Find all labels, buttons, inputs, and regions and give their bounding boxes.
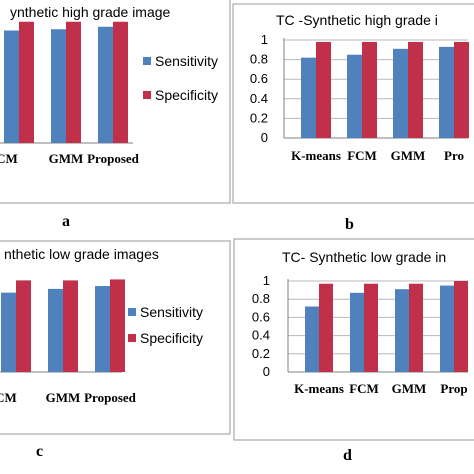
x-category-label: GMM [49, 151, 84, 166]
bar-specificity [66, 21, 81, 143]
panel-b-plot: 0 0.2 0.4 0.6 0.8 1 K-means FCM GMM Pro [250, 32, 469, 163]
panel-d-frame [233, 238, 474, 441]
bar-sensitivity [301, 57, 316, 138]
bar-specificity [19, 21, 34, 143]
bar-sensitivity [395, 289, 409, 372]
x-category-label: FCM [349, 381, 379, 396]
y-tick-label: 0.8 [250, 52, 268, 67]
panel-c-title: nthetic low grade images [4, 246, 159, 262]
x-category-label: Proposed [87, 151, 140, 166]
bar-sensitivity [350, 292, 364, 372]
legend-specificity-label: Specificity [155, 87, 218, 103]
panel-c-frame [0, 240, 231, 435]
legend-sensitivity-swatch [143, 57, 151, 65]
x-category-label: K-means [291, 148, 341, 163]
bar-specificity [364, 283, 378, 372]
bar-specificity [316, 41, 331, 138]
y-tick-label: 1 [261, 32, 268, 47]
y-tick-label: 0.8 [252, 291, 270, 306]
x-category-label: FCM [0, 390, 17, 405]
bar-specificity [319, 283, 333, 372]
bar-specificity [362, 41, 377, 138]
panel-b: TC -Synthetic high grade i 0 0.2 0.4 0.6 0.8… [232, 3, 474, 233]
bar-specificity [408, 41, 423, 138]
panel-a-frame [0, 0, 231, 204]
bar-specificity [454, 281, 468, 372]
x-category-label: GMM [46, 390, 81, 405]
panel-label-b: b [345, 216, 354, 233]
bar-sensitivity [393, 48, 408, 138]
legend-sensitivity-label: Sensitivity [140, 304, 203, 320]
bar-sensitivity [1, 292, 16, 372]
bar-sensitivity [51, 29, 66, 143]
bar-sensitivity [305, 306, 319, 372]
y-tick-label: 0.2 [252, 346, 270, 361]
panel-a-title: ynthetic high grade image [10, 4, 171, 20]
panel-label-a: a [62, 213, 70, 230]
bar-specificity [113, 21, 128, 143]
legend-specificity-label: Specificity [140, 330, 203, 346]
bar-sensitivity [4, 30, 19, 143]
bar-sensitivity [347, 54, 362, 139]
legend-sensitivity-swatch [128, 308, 136, 316]
y-tick-label: 0.6 [252, 309, 270, 324]
legend-specificity-swatch [128, 334, 136, 342]
x-category-label: Prop [440, 381, 467, 396]
bar-sensitivity [439, 46, 454, 138]
bar-sensitivity [48, 288, 63, 372]
panel-label-d: d [343, 447, 352, 464]
x-category-label: FCM [347, 148, 377, 163]
x-category-label: FCM [0, 151, 18, 166]
x-category-label: GMM [391, 148, 426, 163]
y-tick-label: 0.4 [250, 91, 268, 106]
bar-sensitivity [440, 285, 454, 372]
panel-a: ynthetic high grade image FCM GMMProposed… [0, 0, 231, 230]
bar-specificity [409, 283, 423, 372]
bar-sensitivity [95, 286, 110, 372]
y-tick-label: 1 [263, 273, 270, 288]
panel-a-legend: Sensitivity Specificity [143, 53, 218, 103]
panel-b-title: TC -Synthetic high grade i [276, 12, 438, 28]
panel-c: nthetic low grade images FCMGMMProposed … [0, 240, 231, 460]
x-category-label: Pro [444, 148, 464, 163]
y-tick-label: 0.6 [250, 71, 268, 86]
bar-specificity [110, 279, 125, 372]
x-category-label: Proposed [84, 390, 137, 405]
x-category-label: GMM [392, 381, 427, 396]
panel-d-plot: 0 0.2 0.4 0.6 0.8 1 K-means FCM GMM Prop [252, 273, 468, 396]
y-tick-label: 0 [261, 130, 268, 145]
bar-specificity [63, 280, 78, 372]
panel-d-title: TC- Synthetic low grade in [282, 249, 446, 265]
panel-c-legend: Sensitivity Specificity [128, 304, 203, 346]
legend-sensitivity-label: Sensitivity [155, 53, 218, 69]
legend-specificity-swatch [143, 91, 151, 99]
y-tick-label: 0 [263, 364, 270, 379]
y-tick-label: 0.4 [252, 328, 270, 343]
bar-specificity [454, 41, 469, 138]
panel-b-frame [232, 3, 474, 204]
panel-d: TC- Synthetic low grade in 0 0.2 0.4 0.6 0.8… [233, 238, 474, 464]
bar-sensitivity [98, 26, 113, 143]
bar-specificity [16, 280, 31, 372]
panel-label-c: c [36, 443, 43, 460]
x-category-label: K-means [294, 381, 344, 396]
y-tick-label: 0.2 [250, 110, 268, 125]
